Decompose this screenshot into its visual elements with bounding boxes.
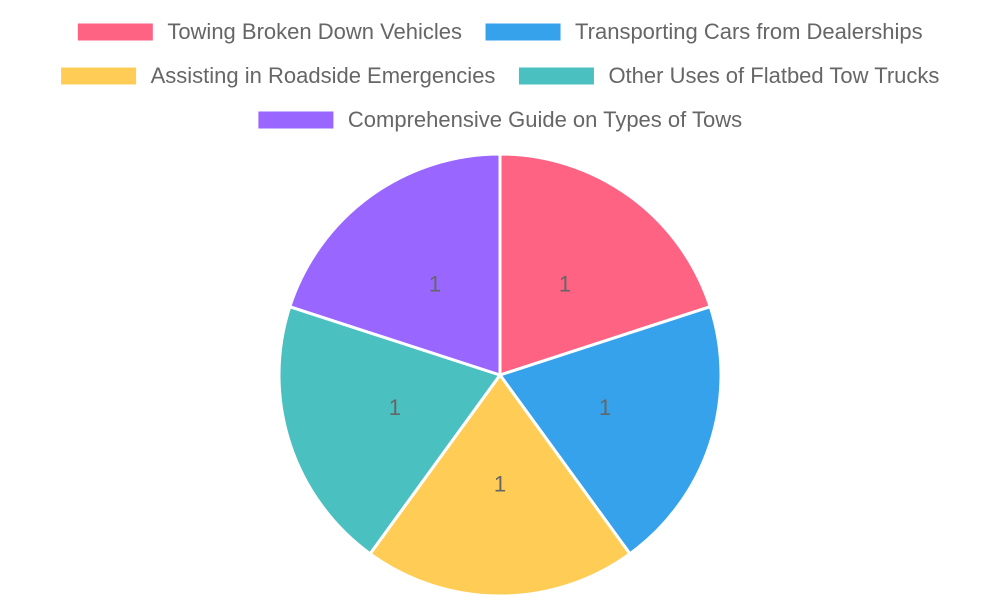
- legend-item: Assisting in Roadside Emergencies: [60, 63, 496, 88]
- legend-swatch: [257, 110, 335, 130]
- legend-item: Other Uses of Flatbed Tow Trucks: [517, 63, 939, 88]
- pie-slice: [277, 304, 503, 556]
- value-label: 1: [599, 395, 611, 420]
- legend-swatch: [517, 66, 595, 86]
- value-label: 1: [429, 271, 441, 296]
- value-label: 1: [559, 271, 571, 296]
- pie-slice: [498, 152, 713, 378]
- legend-text: Comprehensive Guide on Types of Tows: [348, 107, 742, 132]
- legend-item: Towing Broken Down Vehicles: [76, 19, 462, 44]
- value-label: 1: [389, 395, 401, 420]
- pie-slice: [287, 152, 502, 378]
- legend-text: Assisting in Roadside Emergencies: [151, 63, 496, 88]
- legend-swatch: [76, 22, 154, 42]
- legend-text: Transporting Cars from Dealerships: [575, 19, 923, 44]
- legend-swatch: [60, 66, 138, 86]
- legend-text: Towing Broken Down Vehicles: [167, 19, 462, 44]
- pie-slice: [368, 372, 632, 598]
- legend-text: Other Uses of Flatbed Tow Trucks: [608, 63, 939, 88]
- legend-item: Transporting Cars from Dealerships: [484, 19, 923, 44]
- legend-item: Comprehensive Guide on Types of Tows: [257, 107, 742, 132]
- value-label: 1: [494, 471, 506, 496]
- legend-swatch: [484, 22, 562, 42]
- pie-slice: [497, 304, 723, 556]
